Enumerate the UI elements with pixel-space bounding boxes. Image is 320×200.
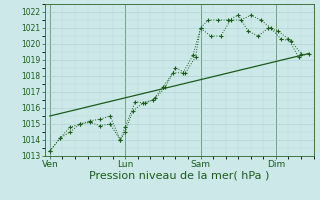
X-axis label: Pression niveau de la mer( hPa ): Pression niveau de la mer( hPa ) [89,171,269,181]
